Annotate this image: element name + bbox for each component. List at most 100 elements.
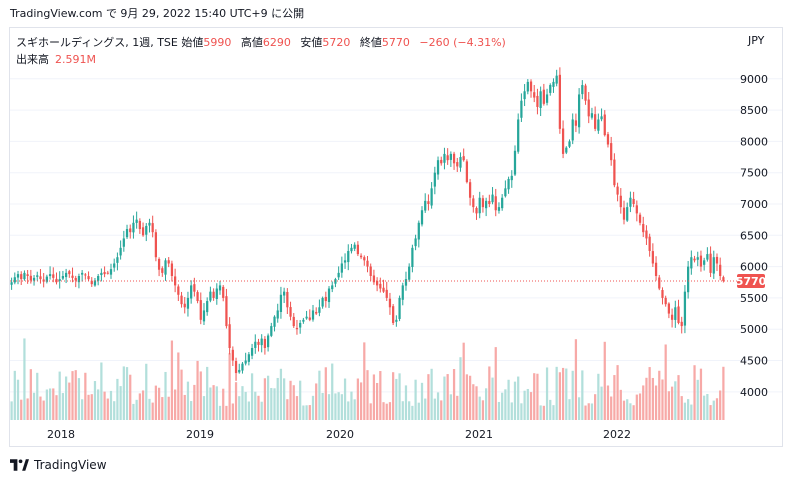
volume-bar (318, 370, 321, 420)
volume-bar (340, 394, 343, 420)
volume-bar (308, 405, 311, 420)
candle-body (170, 263, 174, 276)
volume-bar (670, 386, 674, 420)
volume-bar (488, 366, 491, 420)
candle-body (372, 275, 376, 283)
candle-body (74, 277, 77, 281)
currency-label: JPY (748, 34, 765, 47)
volume-bar (180, 369, 183, 420)
candle-body (712, 257, 715, 274)
volume-bar (696, 379, 699, 420)
volume-bar (507, 379, 510, 420)
volume-bar (520, 403, 523, 420)
candle-body (180, 295, 183, 305)
candle-body (571, 119, 574, 141)
volume-bar (225, 405, 228, 420)
candle-body (106, 272, 109, 274)
candle-body (629, 197, 632, 207)
candle-body (244, 360, 247, 364)
candle-body (472, 198, 475, 208)
candle-body (292, 316, 295, 327)
y-tick-label: 5000 (740, 323, 768, 336)
volume-bar (587, 403, 590, 420)
y-tick-label: 6500 (740, 229, 768, 242)
volume-bar (491, 377, 494, 420)
volume-bar (87, 394, 90, 420)
volume-bar (42, 400, 45, 420)
symbol-label: スギホールディングス, 1週, TSE (16, 36, 178, 49)
candle-body (343, 260, 347, 263)
volume-bar (533, 373, 536, 420)
volume-bar (77, 378, 81, 420)
volume-bar (20, 399, 23, 420)
volume-bar (132, 403, 135, 420)
x-tick-label: 2020 (326, 428, 354, 441)
volume-bar (465, 374, 469, 420)
candle-body (167, 260, 170, 264)
candle-body (122, 238, 125, 247)
candle-body (353, 244, 356, 249)
candle-body (404, 279, 408, 286)
y-tick-label: 5500 (740, 292, 768, 305)
candle-body (606, 134, 610, 145)
volume-bar (594, 394, 597, 420)
volume-bar (148, 398, 151, 420)
volume-bar (635, 394, 638, 420)
candle-body (321, 297, 324, 307)
candle-body (719, 264, 722, 276)
candle-body (687, 266, 690, 293)
volume-bar (581, 370, 584, 420)
volume-bar (542, 405, 545, 420)
candle-body (77, 276, 81, 283)
volume-bar (170, 340, 174, 420)
candle-body (327, 288, 331, 303)
volume-bar (626, 399, 629, 420)
x-tick-label: 2022 (603, 428, 631, 441)
volume-bar (719, 390, 722, 420)
volume-bar (706, 393, 709, 420)
volume-bar (603, 341, 606, 420)
volume-bar (485, 388, 488, 420)
candle-body (513, 150, 517, 175)
volume-bar (616, 365, 619, 420)
candle-body (222, 286, 225, 298)
volume-bar (452, 369, 456, 420)
candle-body (622, 207, 626, 220)
volume-bar (379, 371, 382, 420)
volume-bar (645, 377, 648, 420)
candle-body (347, 250, 350, 263)
y-tick-label: 4000 (740, 386, 768, 399)
chart-frame (9, 27, 783, 447)
volume-bar (430, 368, 433, 420)
volume-bar (154, 385, 158, 420)
volume-bar (459, 357, 462, 420)
candle-body (100, 272, 103, 276)
candle-body (703, 260, 706, 265)
candle-body (55, 278, 58, 283)
candle-body (398, 297, 401, 319)
volume-bar (10, 401, 13, 420)
volume-bar (273, 388, 276, 420)
candle-body (677, 306, 680, 323)
volume-bar (411, 405, 414, 420)
volume-bar (398, 373, 401, 420)
volume-bar (401, 401, 404, 420)
candle-body (64, 272, 68, 278)
candle-body (565, 147, 568, 153)
candle-body (674, 307, 677, 320)
volume-bar (257, 395, 260, 420)
candle-body (212, 291, 215, 298)
y-tick-label: 6000 (740, 261, 768, 274)
candle-body (363, 257, 366, 261)
high-label: 高値 (240, 36, 263, 49)
candle-body (177, 286, 180, 295)
candle-body (600, 116, 603, 120)
footer-brand[interactable]: TradingView (10, 458, 107, 472)
volume-bar (600, 386, 603, 420)
volume-bar (52, 388, 55, 420)
volume-bar (167, 396, 170, 420)
candle-body (693, 258, 696, 261)
candle-body (263, 338, 267, 348)
volume-bar (414, 379, 417, 420)
